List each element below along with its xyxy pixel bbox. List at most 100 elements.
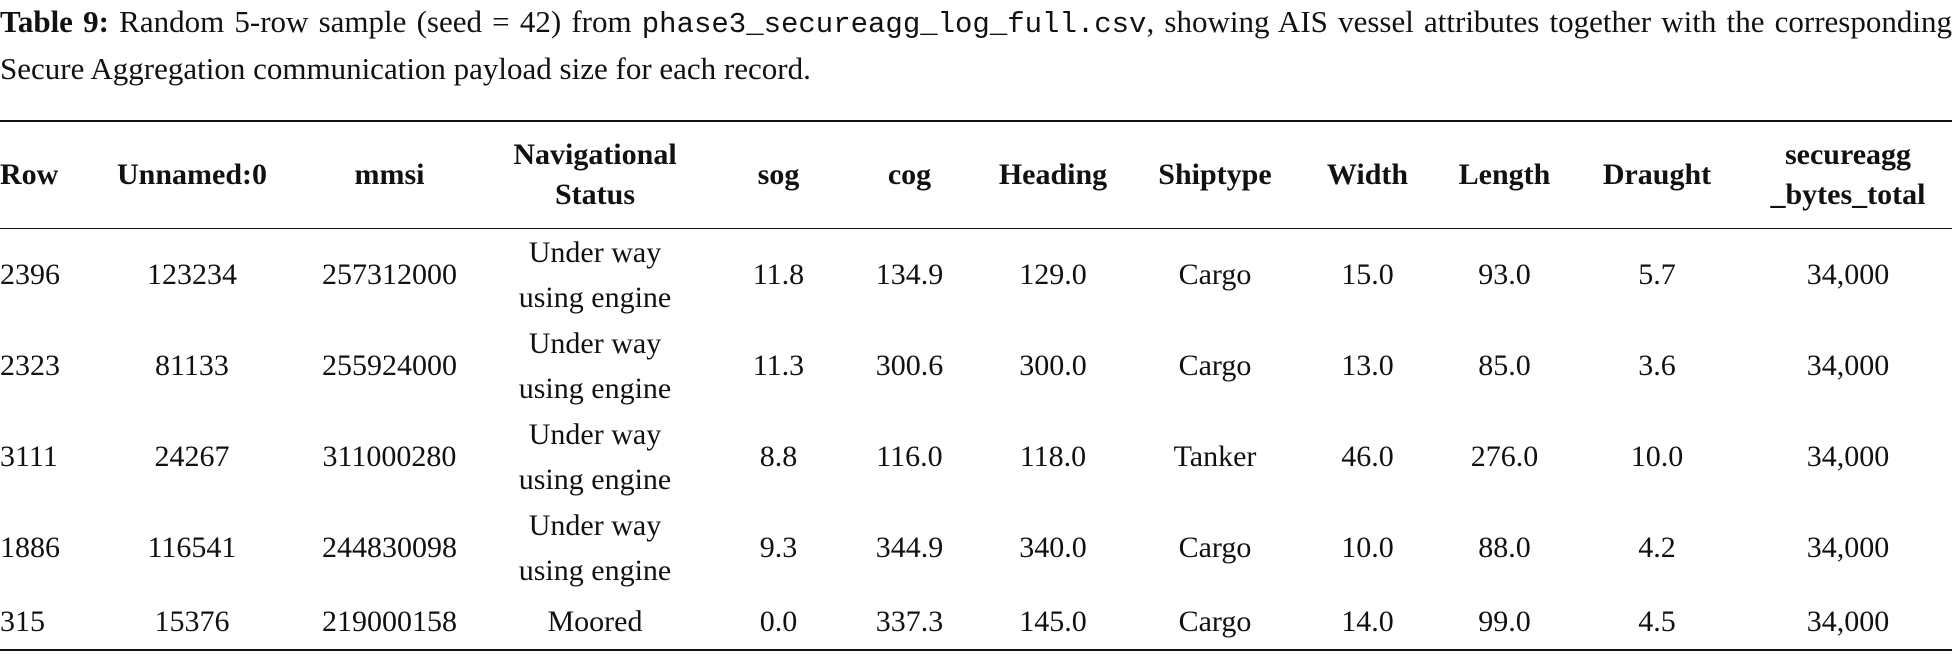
table-row: 2323 81133 255924000 Under way using engine… xyxy=(0,320,1952,411)
cell-text: 1886 xyxy=(0,531,60,564)
cell-text: 145.0 xyxy=(1019,604,1087,638)
column-header: Heading xyxy=(972,121,1134,229)
table-cell: Cargo xyxy=(1134,320,1296,411)
table-cell: Under way using engine xyxy=(480,502,710,593)
cell-text: 129.0 xyxy=(1019,258,1087,291)
table-cell: 34,000 xyxy=(1744,229,1952,321)
cell-text: 340.0 xyxy=(1019,531,1087,564)
table-cell: 8.8 xyxy=(710,411,847,502)
cell-text: 315 xyxy=(0,604,45,638)
table-cell: 24267 xyxy=(85,411,299,502)
cell-text: 24267 xyxy=(154,440,230,473)
cell-text: 11.8 xyxy=(752,258,805,291)
table-cell: Cargo xyxy=(1134,229,1296,321)
cell-text: 10.0 xyxy=(1630,440,1684,473)
cell-text: Tanker xyxy=(1173,440,1257,473)
table-cell: 4.2 xyxy=(1570,502,1744,593)
header-text: Shiptype xyxy=(1158,158,1272,191)
header-text: Unnamed:0 xyxy=(116,158,267,191)
table-cell: 300.0 xyxy=(972,320,1134,411)
table-cell: 10.0 xyxy=(1296,502,1439,593)
cell-text: Under way using engine xyxy=(518,417,672,496)
table-cell: 0.0 xyxy=(710,593,847,650)
table-body: 2396 123234 257312000 Under way using engin… xyxy=(0,229,1952,650)
cell-text: 46.0 xyxy=(1341,440,1394,473)
cell-text: 13.0 xyxy=(1341,349,1394,382)
cell-text: 14.0 xyxy=(1341,604,1394,638)
table-cell: 46.0 xyxy=(1296,411,1439,502)
table-cell: Tanker xyxy=(1134,411,1296,502)
table-cell: Cargo xyxy=(1134,502,1296,593)
column-header: cog xyxy=(847,121,972,229)
header-text: Length xyxy=(1458,158,1551,191)
header-line: secureagg xyxy=(1784,138,1912,171)
cell-text: 10.0 xyxy=(1341,531,1394,564)
column-header: secureagg _bytes_total xyxy=(1744,121,1952,229)
header-text: Width xyxy=(1326,158,1409,191)
cell-text: 219000158 xyxy=(322,604,457,638)
table-cell: 11.3 xyxy=(710,320,847,411)
table-cell: 257312000 xyxy=(299,229,480,321)
cell-text: 2396 xyxy=(0,258,60,291)
header-text: Draught xyxy=(1602,158,1712,191)
cell-text: 85.0 xyxy=(1478,349,1531,382)
column-header: Draught xyxy=(1570,121,1744,229)
cell-text: 337.3 xyxy=(875,604,944,638)
header-text: Heading xyxy=(998,158,1108,191)
table-cell: 344.9 xyxy=(847,502,972,593)
table-row: 2396 123234 257312000 Under way using engin… xyxy=(0,229,1952,321)
table-cell: 337.3 xyxy=(847,593,972,650)
cell-text: 300.6 xyxy=(875,349,944,382)
table-cell: 255924000 xyxy=(299,320,480,411)
table-cell: 123234 xyxy=(85,229,299,321)
header-text: sog xyxy=(757,158,800,191)
cell-text: 34,000 xyxy=(1806,349,1890,382)
cell-text: 34,000 xyxy=(1806,531,1890,564)
column-header: Navigational Status xyxy=(480,121,710,229)
cell-text: 8.8 xyxy=(759,440,798,473)
cell-text: 9.3 xyxy=(759,531,798,564)
header-line: _bytes_total xyxy=(1770,178,1926,211)
cell-text: 3.6 xyxy=(1638,349,1676,382)
cell-text: 244830098 xyxy=(322,531,457,564)
header-row: Row Unnamed:0 mmsi Navigational Status sog co… xyxy=(0,121,1952,229)
table-cell: 34,000 xyxy=(1744,320,1952,411)
caption-filename: phase3_secureagg_log_full.csv xyxy=(641,8,1147,41)
table-row: 3111 24267 311000280 Under way using engine… xyxy=(0,411,1952,502)
table-cell: 11.8 xyxy=(710,229,847,321)
cell-text: 34,000 xyxy=(1806,440,1890,473)
table-cell: 10.0 xyxy=(1570,411,1744,502)
table-cell: 34,000 xyxy=(1744,411,1952,502)
cell-text: 5.7 xyxy=(1638,258,1676,291)
cell-text: 4.5 xyxy=(1638,604,1676,638)
cell-text: 99.0 xyxy=(1478,604,1531,638)
cell-text: 15.0 xyxy=(1341,258,1394,291)
table-cell: 5.7 xyxy=(1570,229,1744,321)
table-cell: 145.0 xyxy=(972,593,1134,650)
table-cell: 99.0 xyxy=(1439,593,1570,650)
cell-text: 134.9 xyxy=(875,258,944,291)
cell-text: 93.0 xyxy=(1478,258,1531,291)
table-cell: 340.0 xyxy=(972,502,1134,593)
cell-text: 300.0 xyxy=(1019,349,1087,382)
column-header: Width xyxy=(1296,121,1439,229)
cell-text: Under way using engine xyxy=(518,508,672,587)
table-cell: 315 xyxy=(0,593,85,650)
column-header: Row xyxy=(0,121,85,229)
table-cell: Cargo xyxy=(1134,593,1296,650)
table-cell: 88.0 xyxy=(1439,502,1570,593)
table-cell: Under way using engine xyxy=(480,320,710,411)
table-row: 315 15376 219000158 Moored 0.0 337.3 145.0 Carg… xyxy=(0,593,1952,650)
cell-text: 0.0 xyxy=(759,604,798,638)
table-cell: 219000158 xyxy=(299,593,480,650)
caption-text: Random 5-row sample (seed = 42) from xyxy=(119,4,642,39)
table-cell: 81133 xyxy=(85,320,299,411)
table-cell: Under way using engine xyxy=(480,411,710,502)
column-header: sog xyxy=(710,121,847,229)
table-cell: 14.0 xyxy=(1296,593,1439,650)
column-header: Shiptype xyxy=(1134,121,1296,229)
cell-text: 88.0 xyxy=(1478,531,1531,564)
cell-text: 11.3 xyxy=(752,349,805,382)
cell-text: 257312000 xyxy=(322,258,457,291)
